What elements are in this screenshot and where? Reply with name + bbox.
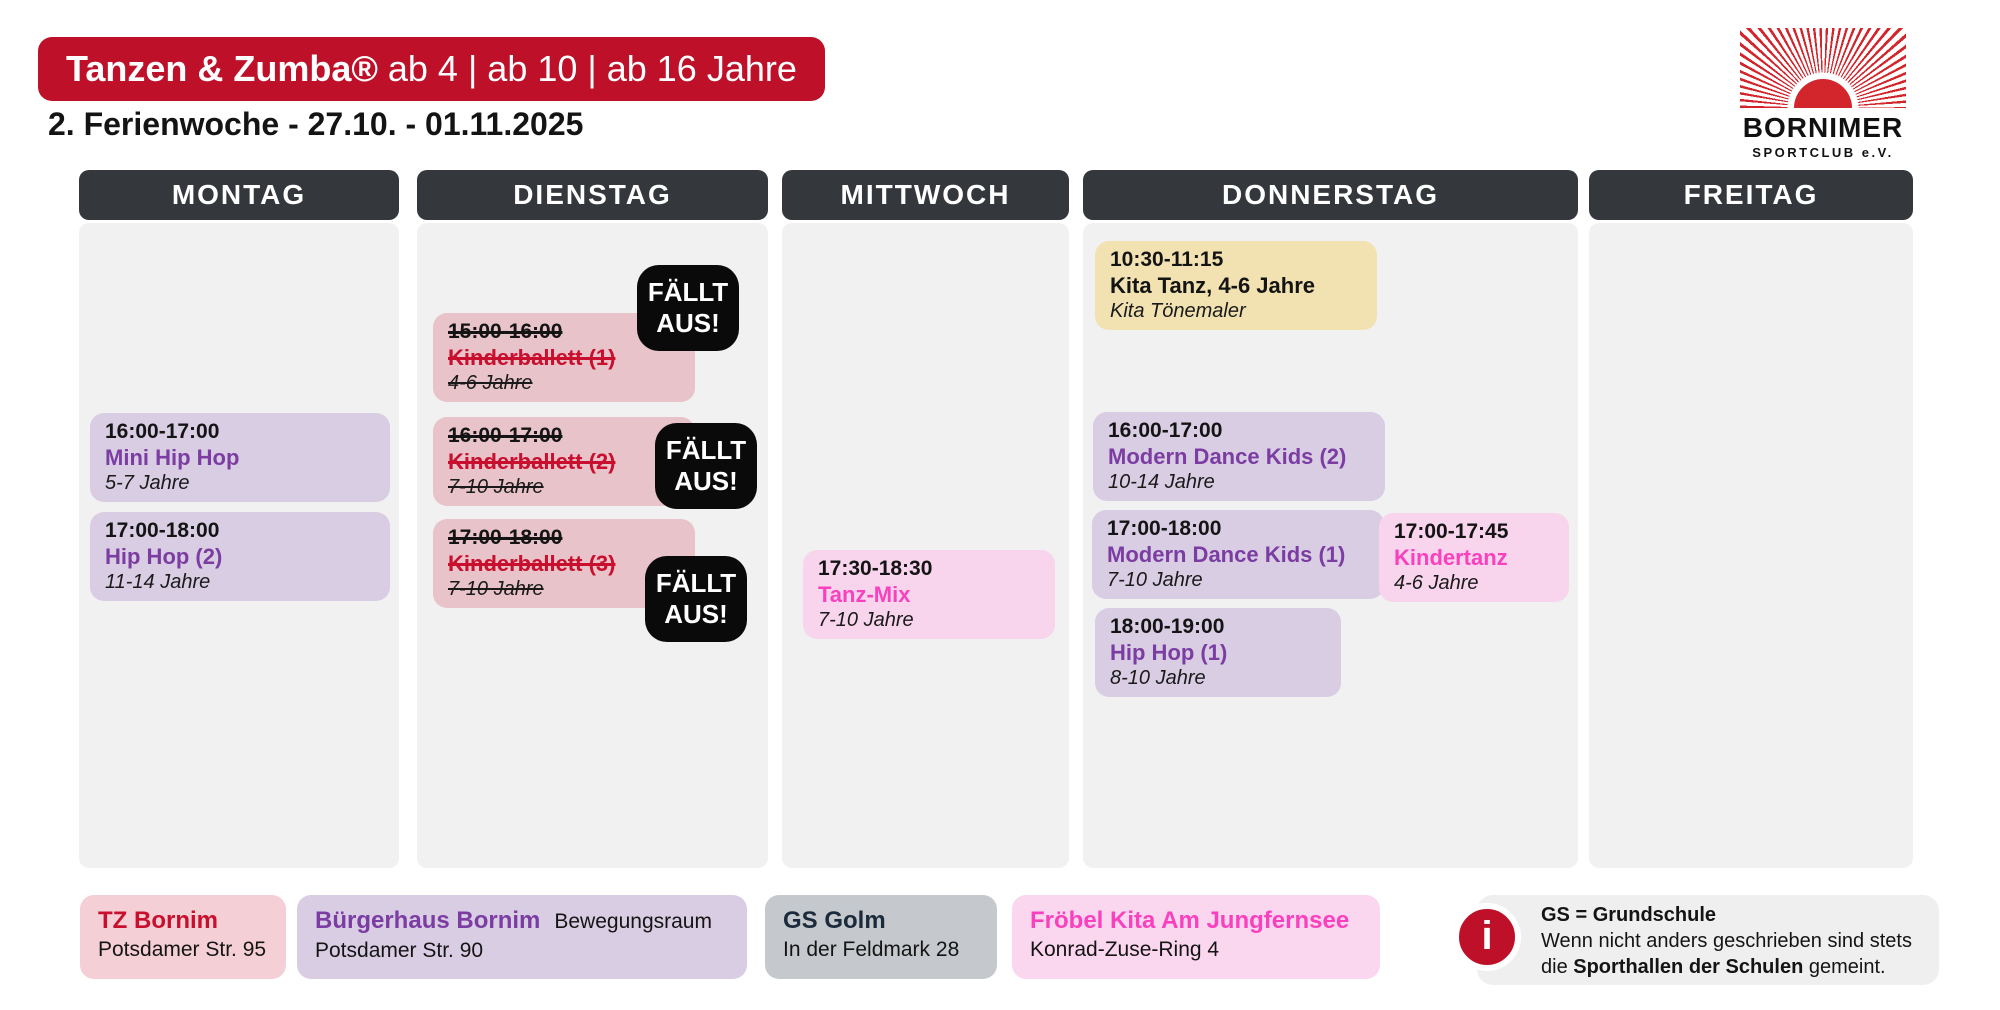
venue-address: Potsdamer Str. 95: [98, 938, 267, 961]
event-card: 10:30-11:15 Kita Tanz, 4-6 Jahre Kita Tö…: [1095, 241, 1377, 330]
day-column-freitag: FREITAG: [1589, 170, 1913, 868]
event-time: 17:00-18:00: [1107, 517, 1222, 540]
legend-venue-tz-bornim: TZ Bornim Potsdamer Str. 95: [80, 895, 286, 979]
cancelled-badge-line2: AUS!: [664, 599, 728, 629]
event-age: 7-10 Jahre: [448, 578, 544, 600]
venue-name-text: Bürgerhaus Bornim: [315, 907, 541, 934]
event-time: 15:00-16:00: [448, 320, 563, 343]
event-title: Hip Hop (1): [1110, 640, 1228, 665]
banner-age-groups: ab 4 | ab 10 | ab 16 Jahre: [377, 48, 797, 89]
event-time: 16:00-17:00: [105, 420, 220, 443]
event-age: 8-10 Jahre: [1110, 667, 1206, 689]
logo-subtitle: SPORTCLUB e.V.: [1752, 145, 1894, 160]
day-header-montag: MONTAG: [79, 170, 399, 220]
cancelled-badge-line1: FÄLLT: [647, 277, 729, 307]
day-column-mittwoch: MITTWOCH 17:30-18:30 Tanz-Mix 7-10 Jahre: [782, 170, 1069, 868]
event-title: Kinderballett (2): [448, 449, 616, 474]
event-venue: Kita Tönemaler: [1110, 300, 1246, 322]
event-title: Tanz-Mix: [818, 582, 911, 607]
event-card: 16:00-17:00 Modern Dance Kids (2) 10-14 …: [1093, 412, 1385, 501]
event-time: 17:30-18:30: [818, 557, 933, 580]
venue-name: Fröbel Kita Am Jungfernsee: [1030, 907, 1350, 934]
event-time: 16:00-17:00: [1108, 419, 1223, 442]
event-card: 17:30-18:30 Tanz-Mix 7-10 Jahre: [803, 550, 1055, 639]
cancelled-badge-line1: FÄLLT: [665, 435, 747, 465]
cancelled-badge: FÄLLT AUS!: [655, 423, 757, 509]
day-header-donnerstag: DONNERSTAG: [1083, 170, 1578, 220]
event-age: 5-7 Jahre: [105, 472, 190, 494]
info-text-pre: die: [1541, 956, 1574, 978]
event-card: 16:00-17:00 Mini Hip Hop 5-7 Jahre: [90, 413, 390, 502]
day-body-donnerstag: 10:30-11:15 Kita Tanz, 4-6 Jahre Kita Tö…: [1083, 223, 1578, 868]
event-card: 17:00-18:00 Hip Hop (2) 11-14 Jahre: [90, 512, 390, 601]
event-age: 4-6 Jahre: [448, 372, 533, 394]
cancelled-badge-line2: AUS!: [674, 466, 738, 496]
day-header-dienstag: DIENSTAG: [417, 170, 768, 220]
venue-name: Bürgerhaus Bornim Bewegungsraum: [315, 905, 729, 937]
event-title: Hip Hop (2): [105, 544, 223, 569]
event-card: 17:00-17:45 Kindertanz 4-6 Jahre: [1379, 513, 1569, 602]
club-logo: BORNIMER SPORTCLUB e.V.: [1740, 28, 1906, 160]
legend-venue-buergerhaus: Bürgerhaus Bornim Bewegungsraum Potsdamer…: [297, 895, 747, 979]
event-card-cancelled: 15:00-16:00 Kinderballett (1) 4-6 Jahre: [433, 313, 695, 402]
event-time: 10:30-11:15: [1110, 248, 1224, 271]
event-age: 7-10 Jahre: [818, 609, 914, 631]
day-column-dienstag: DIENSTAG 15:00-16:00 Kinderballett (1) 4…: [417, 170, 768, 868]
legend-venue-gs-golm: GS Golm In der Feldmark 28: [765, 895, 997, 979]
info-text-bold: Sporthallen der Schulen: [1573, 956, 1804, 978]
event-age: 10-14 Jahre: [1108, 471, 1215, 493]
info-icon: i: [1453, 903, 1521, 971]
day-body-mittwoch: 17:30-18:30 Tanz-Mix 7-10 Jahre: [782, 223, 1069, 868]
day-column-montag: MONTAG 16:00-17:00 Mini Hip Hop 5-7 Jahr…: [79, 170, 399, 868]
event-age: 11-14 Jahre: [105, 571, 211, 593]
event-title: Kita Tanz, 4-6 Jahre: [1110, 273, 1315, 298]
venue-address: Potsdamer Str. 90: [315, 939, 484, 962]
week-subtitle: 2. Ferienwoche - 27.10. - 01.11.2025: [48, 106, 584, 142]
info-box: i GS = Grundschule Wenn nicht anders ges…: [1453, 895, 1939, 985]
venue-address: Konrad-Zuse-Ring 4: [1030, 938, 1220, 961]
cancelled-badge-line1: FÄLLT: [655, 568, 737, 598]
event-time: 16:00-17:00: [448, 424, 563, 447]
event-time: 18:00-19:00: [1110, 615, 1225, 638]
event-age: 7-10 Jahre: [1107, 569, 1203, 591]
venue-address: In der Feldmark 28: [783, 938, 960, 961]
event-title: Mini Hip Hop: [105, 445, 240, 470]
day-body-montag: 16:00-17:00 Mini Hip Hop 5-7 Jahre 17:00…: [79, 223, 399, 868]
event-age: 7-10 Jahre: [448, 476, 544, 498]
title-banner: Tanzen & Zumba® ab 4 | ab 10 | ab 16 Jah…: [38, 37, 825, 101]
event-card: 17:00-18:00 Modern Dance Kids (1) 7-10 J…: [1092, 510, 1384, 599]
cancelled-badge: FÄLLT AUS!: [637, 265, 739, 351]
banner-title: Tanzen & Zumba®: [66, 48, 378, 89]
day-header-freitag: FREITAG: [1589, 170, 1913, 220]
event-time: 17:00-18:00: [448, 526, 563, 549]
cancelled-badge-line2: AUS!: [656, 308, 720, 338]
event-time: 17:00-17:45: [1394, 520, 1509, 543]
event-card-cancelled: 16:00-17:00 Kinderballett (2) 7-10 Jahre: [433, 417, 695, 506]
info-text-line: Wenn nicht anders geschrieben sind stets: [1541, 930, 1912, 952]
legend-venue-froebel-kita: Fröbel Kita Am Jungfernsee Konrad-Zuse-R…: [1012, 895, 1380, 979]
day-column-donnerstag: DONNERSTAG 10:30-11:15 Kita Tanz, 4-6 Ja…: [1083, 170, 1578, 868]
event-title: Kinderballett (1): [448, 345, 616, 370]
info-text-line: die Sporthallen der Schulen gemeint.: [1541, 954, 1925, 980]
cancelled-badge: FÄLLT AUS!: [645, 556, 747, 642]
event-title: Kindertanz: [1394, 545, 1508, 570]
day-body-dienstag: 15:00-16:00 Kinderballett (1) 4-6 Jahre …: [417, 223, 768, 868]
info-text-post: gemeint.: [1803, 956, 1886, 978]
event-title: Kinderballett (3): [448, 551, 616, 576]
day-header-mittwoch: MITTWOCH: [782, 170, 1069, 220]
event-time: 17:00-18:00: [105, 519, 220, 542]
event-title: Modern Dance Kids (1): [1107, 542, 1346, 567]
info-heading: GS = Grundschule: [1541, 904, 1717, 926]
day-body-freitag: [1589, 223, 1913, 868]
event-age: 4-6 Jahre: [1394, 572, 1479, 594]
logo-name: BORNIMER: [1742, 112, 1904, 143]
venue-name: TZ Bornim: [98, 907, 218, 934]
venue-name: GS Golm: [783, 907, 886, 934]
event-title: Modern Dance Kids (2): [1108, 444, 1347, 469]
sun-logo-icon: [1740, 28, 1906, 108]
event-card: 18:00-19:00 Hip Hop (1) 8-10 Jahre: [1095, 608, 1341, 697]
venue-room: Bewegungsraum: [554, 910, 712, 933]
